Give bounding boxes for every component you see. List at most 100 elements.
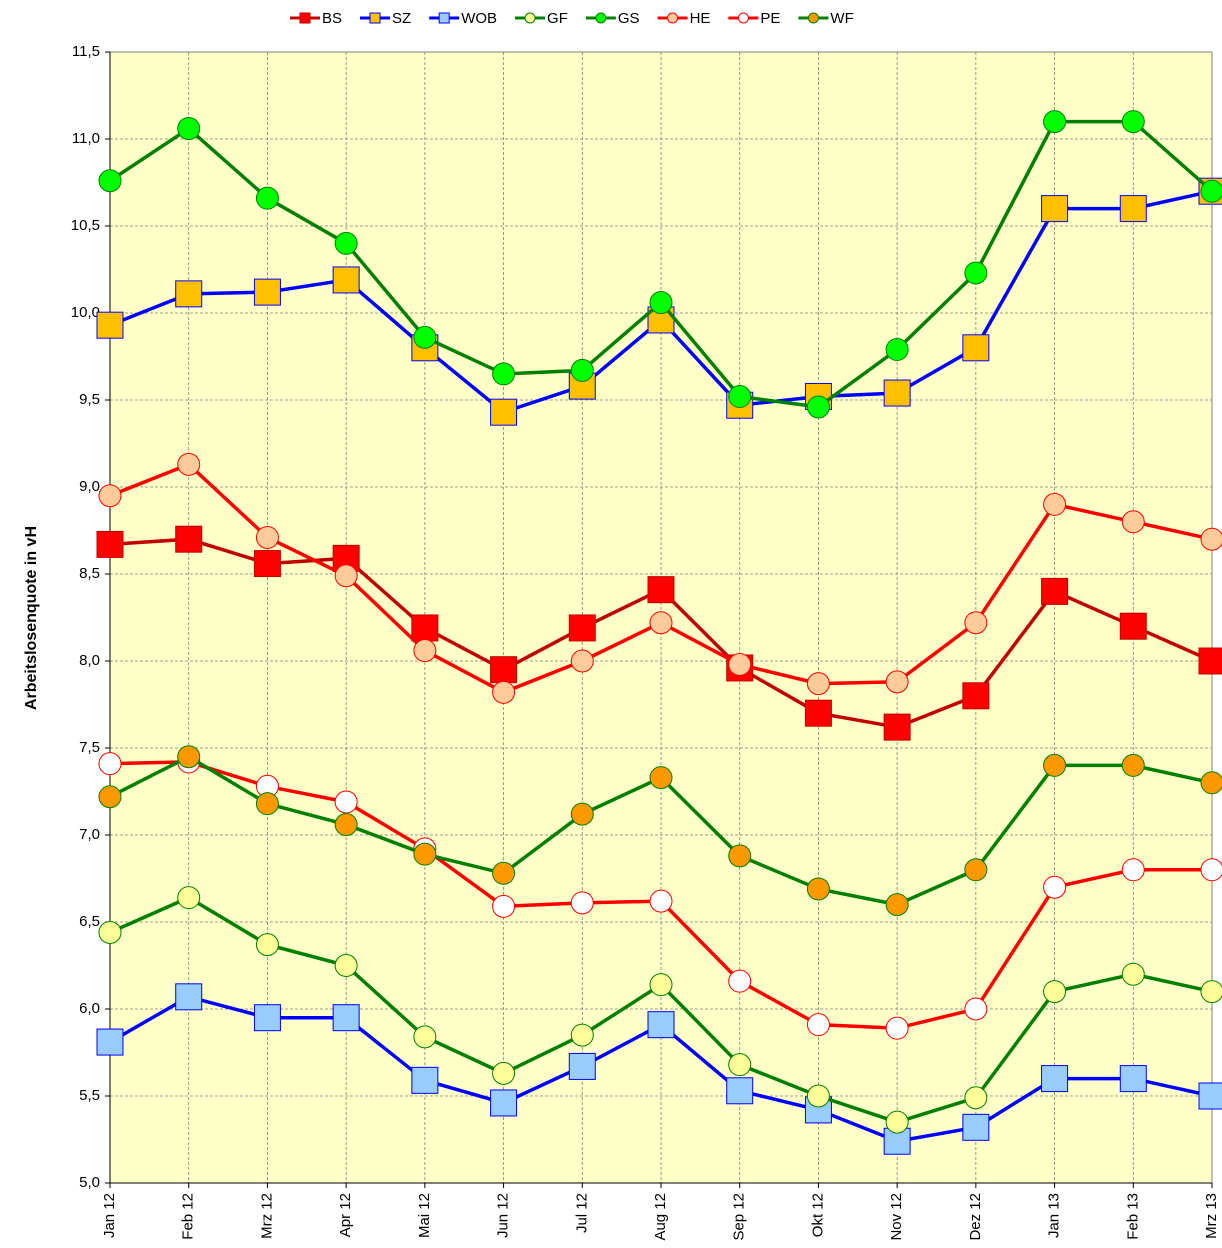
marker — [806, 1013, 830, 1037]
x-tick-label: Apr 12 — [337, 1193, 354, 1237]
marker — [883, 1127, 911, 1155]
marker — [1041, 195, 1069, 223]
marker — [1200, 527, 1222, 551]
marker — [728, 844, 752, 868]
marker — [334, 790, 358, 814]
marker — [334, 954, 358, 977]
series — [98, 452, 1222, 704]
legend-label: SZ — [392, 10, 411, 27]
y-tick-label: 5,5 — [79, 1087, 100, 1104]
y-tick-label: 5,0 — [79, 1174, 100, 1191]
marker — [806, 395, 830, 419]
y-tick-label: 10,0 — [71, 304, 100, 321]
legend-label: GS — [618, 10, 640, 27]
legend-marker — [807, 12, 819, 24]
marker — [806, 1084, 830, 1108]
marker — [490, 1089, 518, 1117]
series — [98, 110, 1222, 419]
marker — [175, 280, 203, 308]
y-tick-label: 11,5 — [72, 43, 100, 60]
marker — [253, 550, 281, 578]
marker — [413, 842, 437, 866]
marker — [413, 639, 437, 663]
marker — [177, 745, 201, 769]
x-tick-label: Mrz 12 — [258, 1193, 275, 1239]
legend-marker — [595, 12, 607, 24]
legend-marker — [667, 12, 679, 24]
legend-label: WF — [830, 10, 853, 27]
series — [98, 886, 1222, 1134]
marker — [98, 169, 122, 193]
x-tick-label: Jan 13 — [1046, 1193, 1063, 1238]
y-tick-label: 6,5 — [79, 913, 100, 930]
marker — [492, 894, 516, 918]
marker — [728, 385, 752, 409]
marker — [332, 266, 360, 294]
y-tick-label: 9,0 — [79, 478, 100, 495]
marker — [962, 334, 990, 362]
legend-label: BS — [322, 10, 342, 27]
marker — [964, 1086, 988, 1110]
y-tick-label: 7,5 — [79, 739, 100, 756]
marker — [964, 611, 988, 635]
marker — [570, 802, 594, 826]
marker — [649, 611, 673, 635]
marker — [1041, 1065, 1069, 1093]
y-tick-label: 6,0 — [79, 1000, 100, 1017]
legend-label: PE — [760, 10, 780, 27]
x-tick-label: Mrz 13 — [1203, 1193, 1220, 1239]
x-tick-label: Feb 12 — [180, 1193, 197, 1240]
y-tick-label: 11,0 — [72, 130, 100, 147]
marker — [255, 186, 279, 210]
marker — [334, 564, 358, 588]
marker — [411, 1066, 439, 1094]
marker — [885, 1110, 909, 1134]
x-tick-label: Nov 12 — [888, 1193, 905, 1241]
marker — [175, 983, 203, 1011]
marker — [98, 920, 122, 944]
legend-marker — [524, 12, 536, 24]
marker — [1121, 510, 1145, 534]
marker — [649, 291, 673, 315]
legend-marker — [369, 12, 381, 24]
legend-label: HE — [690, 10, 711, 27]
marker — [647, 576, 675, 604]
legend-marker — [299, 12, 311, 24]
marker — [1119, 1065, 1147, 1093]
marker — [490, 656, 518, 684]
marker — [568, 614, 596, 642]
marker — [332, 1004, 360, 1032]
x-tick-label: Jun 12 — [495, 1193, 512, 1238]
marker — [726, 1077, 754, 1105]
x-tick-label: Jan 12 — [101, 1193, 118, 1238]
marker — [962, 1113, 990, 1141]
marker — [177, 452, 201, 476]
marker — [1043, 980, 1067, 1004]
marker — [492, 362, 516, 386]
marker — [334, 813, 358, 837]
marker — [885, 1016, 909, 1040]
y-tick-label: 10,5 — [71, 217, 100, 234]
marker — [1119, 195, 1147, 223]
marker — [570, 1023, 594, 1047]
marker — [885, 338, 909, 362]
marker — [98, 752, 122, 776]
marker — [413, 1025, 437, 1049]
marker — [728, 652, 752, 676]
marker — [413, 325, 437, 349]
series — [96, 525, 1222, 741]
marker — [962, 682, 990, 710]
marker — [1041, 577, 1069, 605]
x-tick-label: Jul 12 — [573, 1193, 590, 1233]
marker — [885, 670, 909, 694]
marker — [649, 766, 673, 790]
marker — [98, 785, 122, 809]
marker — [492, 1061, 516, 1085]
y-tick-label: 9,5 — [79, 391, 100, 408]
series — [96, 983, 1222, 1155]
legend-label: GF — [547, 10, 568, 27]
x-tick-label: Aug 12 — [652, 1193, 669, 1241]
marker — [177, 117, 201, 141]
